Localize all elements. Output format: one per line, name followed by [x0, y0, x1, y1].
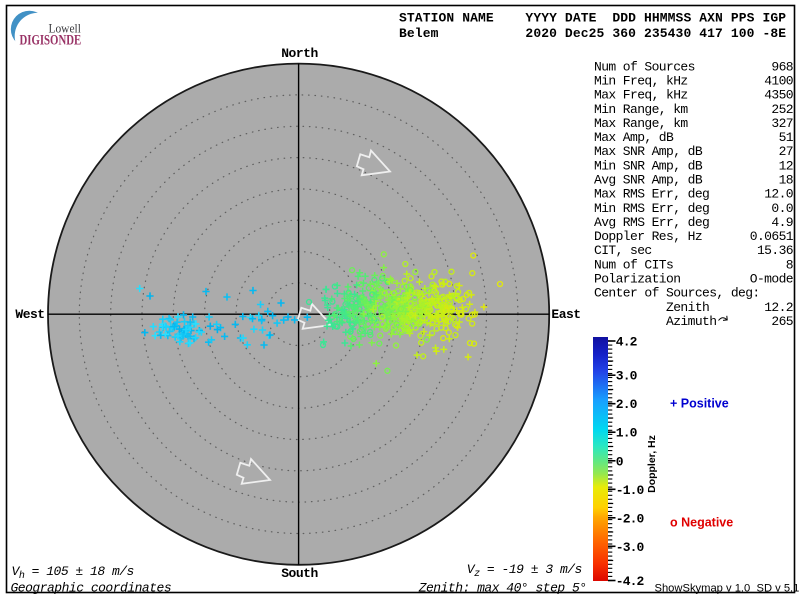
- svg-text:-1.0: -1.0: [616, 483, 645, 498]
- svg-text:CIT, sec: CIT, sec: [594, 243, 652, 258]
- svg-text:-4.2: -4.2: [616, 574, 645, 589]
- svg-text:968: 968: [771, 59, 793, 74]
- svg-text:Belem 2020 Dec25 360: Belem 2020 Dec25 360 235430 417 100 -8E: [399, 26, 786, 41]
- svg-text:+ Positive: + Positive: [670, 397, 729, 411]
- svg-text:Avg RMS Err, deg: Avg RMS Err, deg: [594, 215, 709, 230]
- svg-text:1.0: 1.0: [616, 426, 638, 441]
- svg-text:Vz = -19 ± 3 m/s: Vz = -19 ± 3 m/s: [467, 562, 582, 580]
- svg-text:252: 252: [771, 102, 793, 117]
- svg-text:Min Range, km: Min Range, km: [594, 102, 688, 117]
- svg-text:Max SNR Amp, dB: Max SNR Amp, dB: [594, 144, 703, 159]
- svg-text:Max Freq, kHz: Max Freq, kHz: [594, 88, 688, 103]
- svg-text:O-mode: O-mode: [750, 272, 793, 287]
- svg-text:327: 327: [771, 116, 793, 131]
- svg-text:Num of CITs: Num of CITs: [594, 257, 673, 272]
- svg-text:East: East: [551, 307, 580, 322]
- svg-text:ShowSkymap v 1.0 SD v 5.1: ShowSkymap v 1.0 SD v 5.1: [655, 583, 800, 595]
- svg-text:Vh = 105 ± 18 m/s: Vh = 105 ± 18 m/s: [12, 564, 134, 582]
- svg-text:0.0651: 0.0651: [750, 229, 794, 244]
- svg-text:Num of Sources: Num of Sources: [594, 59, 695, 74]
- svg-text:12.2: 12.2: [764, 300, 793, 315]
- svg-text:Doppler Res, Hz: Doppler Res, Hz: [594, 229, 702, 244]
- svg-text:4350: 4350: [764, 88, 793, 103]
- svg-text:265: 265: [771, 314, 793, 329]
- svg-text:-3.0: -3.0: [616, 540, 645, 555]
- svg-text:Max Amp, dB: Max Amp, dB: [594, 130, 674, 145]
- svg-text:2.0: 2.0: [616, 397, 638, 412]
- svg-text:12: 12: [779, 158, 793, 173]
- svg-text:4.9: 4.9: [771, 215, 793, 230]
- svg-text:Doppler, Hz: Doppler, Hz: [646, 435, 658, 493]
- svg-text:0.0: 0.0: [771, 201, 793, 216]
- svg-text:Avg SNR Amp, dB: Avg SNR Amp, dB: [594, 173, 703, 188]
- svg-text:27: 27: [779, 144, 793, 159]
- svg-text:Zenith: Zenith: [594, 300, 709, 315]
- svg-text:4.2: 4.2: [616, 335, 638, 350]
- svg-text:Max Range, km: Max Range, km: [594, 116, 688, 131]
- svg-text:4100: 4100: [764, 74, 793, 89]
- svg-text:51: 51: [779, 130, 794, 145]
- svg-text:Geographic coordinates: Geographic coordinates: [11, 580, 172, 595]
- svg-text:3.0: 3.0: [616, 369, 638, 384]
- svg-text:Max RMS Err, deg: Max RMS Err, deg: [594, 187, 709, 202]
- svg-text:18: 18: [779, 173, 793, 188]
- svg-text:15.36: 15.36: [757, 243, 793, 258]
- svg-text:0: 0: [616, 454, 624, 469]
- svg-text:West: West: [15, 307, 44, 322]
- svg-text:Min Freq, kHz: Min Freq, kHz: [594, 74, 688, 89]
- svg-text:South: South: [281, 566, 318, 581]
- svg-text:DIGISONDE: DIGISONDE: [20, 31, 82, 48]
- svg-text:o Negative: o Negative: [670, 516, 733, 530]
- svg-text:North: North: [281, 46, 318, 61]
- svg-text:12.0: 12.0: [764, 187, 793, 202]
- svg-text:Lowell: Lowell: [49, 21, 82, 36]
- svg-text:Polarization: Polarization: [594, 272, 680, 287]
- svg-text:Min RMS Err, deg: Min RMS Err, deg: [594, 201, 709, 216]
- svg-text:STATION NAME YYYY DATE DDD: STATION NAME YYYY DATE DDD HHMMSS AXN PP…: [399, 10, 786, 25]
- svg-text:Azimuth: Azimuth: [594, 314, 716, 329]
- svg-text:Zenith: max 40° step 5°: Zenith: max 40° step 5°: [418, 580, 587, 595]
- svg-text:Center of Sources, deg:: Center of Sources, deg:: [594, 286, 760, 301]
- svg-text:8: 8: [786, 257, 793, 272]
- svg-text:-2.0: -2.0: [616, 511, 645, 526]
- svg-text:Min SNR Amp, dB: Min SNR Amp, dB: [594, 158, 703, 173]
